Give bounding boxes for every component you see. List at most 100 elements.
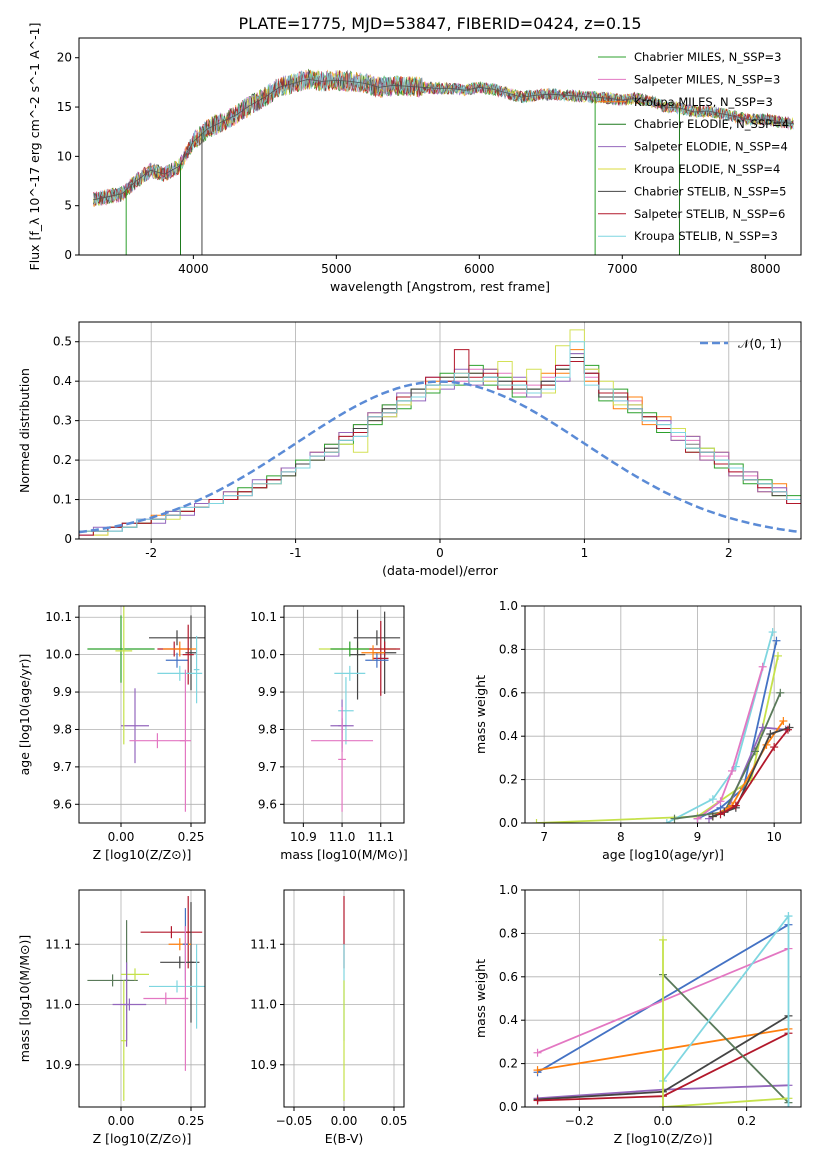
x-tick-label: 1 [581, 546, 589, 560]
legend-label: Chabrier STELIB, N_SSP=5 [634, 184, 786, 198]
axes-frame [78, 37, 802, 256]
error-cross [121, 968, 149, 981]
x-tick-label: 10.9 [290, 830, 317, 844]
x-tick-label: 0.05 [381, 1114, 408, 1128]
x-tick-label: 0.25 [178, 830, 205, 844]
error-cross [182, 926, 189, 1071]
error-cross [330, 641, 370, 657]
plot-area-weight_vs_age [532, 628, 794, 823]
histogram-step [79, 341, 801, 539]
x-tick-label: −0.05 [276, 1114, 313, 1128]
residuals-legend: 𝒩(0, 1) [700, 337, 782, 351]
x-tick-label: 7000 [607, 262, 638, 276]
axes-frame [78, 605, 206, 824]
weight-line [720, 729, 789, 816]
x-tick-label: -1 [290, 546, 302, 560]
x-tick-label: 11.1 [367, 830, 394, 844]
x-tick-label: 0.25 [178, 1114, 205, 1128]
y-tick-label: 0.5 [53, 335, 72, 349]
error-cross [361, 645, 385, 661]
y-tick-label: 0.6 [499, 686, 518, 700]
x-tick-label: 11.0 [329, 830, 356, 844]
y-axis-label: mass [log10(M/M⊙)] [17, 935, 32, 1063]
error-cross [338, 707, 346, 812]
x-axis-label: mass [log10(M/M⊙)] [280, 847, 408, 862]
y-tick-label: 11.1 [250, 937, 277, 951]
x-axis-label: wavelength [Angstrom, rest frame] [330, 279, 550, 294]
error-cross [185, 896, 191, 969]
spectrum-line [92, 69, 794, 206]
weight-line [674, 692, 782, 820]
error-cross [365, 652, 389, 668]
y-tick-label: 9.6 [258, 797, 277, 811]
legend-label: Salpeter ELODIE, N_SSP=4 [634, 140, 788, 154]
x-axis-label: Z [log10(Z/Z⊙)] [93, 1131, 192, 1146]
y-tick-label: 1.0 [499, 599, 518, 613]
error-cross [193, 635, 200, 704]
spectrum-legend: Chabrier MILES, N_SSP=3 Salpeter MILES, N… [598, 50, 789, 243]
x-tick-label: 9 [694, 830, 702, 844]
axes-mass_vs_EBV: −0.05 0.00 0.05 10.9 11.0 11.1 E(B-V) [250, 889, 408, 1146]
y-axis-label: Flux [f_λ 10^-17 erg cm^-2 s^-1 A^-1] [27, 23, 42, 271]
legend-label: 𝒩(0, 1) [738, 337, 782, 351]
axes-age_vs_Z: 0.00 0.25 9.6 9.7 9.8 9.9 10.0 10.1 Z [log10(Z/Z… [17, 605, 206, 862]
axes-residuals: -2 -1 0 1 2 0 0.1 0.2 0.3 0.4 0.5 (data-model)/erro… [17, 321, 802, 578]
y-tick-label: 10.0 [45, 648, 72, 662]
plot-area-age_vs_Z [87, 606, 205, 812]
x-tick-label: 10 [767, 830, 782, 844]
x-tick-label: 2 [725, 546, 733, 560]
y-tick-label: 0 [64, 248, 72, 262]
y-axis-label: mass weight [473, 959, 488, 1038]
error-cross [157, 665, 203, 681]
y-tick-label: 0.8 [499, 926, 518, 940]
error-cross [121, 688, 149, 764]
x-tick-label: 4000 [178, 262, 209, 276]
y-tick-label: 0.2 [53, 453, 72, 467]
y-tick-label: 0.8 [499, 642, 518, 656]
error-cross [123, 962, 130, 1047]
weight-line [536, 655, 779, 823]
x-tick-label: 0 [436, 546, 444, 560]
error-cross [188, 902, 194, 1023]
error-cross [115, 606, 133, 745]
x-tick-label: 8 [617, 830, 625, 844]
weight-line [696, 666, 764, 820]
y-axis-label: Normed distribution [17, 368, 32, 493]
axes-weight_vs_age: 7 8 9 10 0.0 0.2 0.4 0.6 0.8 1.0 age [log10(age/yr… [473, 599, 802, 862]
x-tick-label: 7 [540, 830, 548, 844]
y-tick-label: 5 [64, 199, 72, 213]
error-cross [349, 609, 366, 700]
error-cross [87, 974, 138, 987]
y-tick-label: 0.2 [499, 1057, 518, 1071]
y-tick-label: 10.9 [250, 1058, 277, 1072]
x-tick-label: 0.00 [331, 1114, 358, 1128]
error-cross [163, 641, 197, 657]
y-tick-label: 0.2 [499, 773, 518, 787]
error-cross [87, 615, 155, 683]
error-cross [129, 733, 186, 749]
legend-label: Kroupa MILES, N_SSP=3 [634, 95, 773, 109]
error-cross [149, 630, 205, 646]
y-tick-label: 0.0 [499, 1100, 518, 1114]
y-axis-label: mass weight [473, 675, 488, 754]
weight-line [662, 915, 790, 1082]
error-cross [369, 641, 401, 657]
error-cross [353, 630, 401, 646]
legend-label: Salpeter STELIB, N_SSP=6 [634, 207, 785, 221]
y-tick-label: 0.0 [499, 816, 518, 830]
x-axis-label: (data-model)/error [382, 563, 499, 578]
axes-age_vs_mass: 10.9 11.0 11.1 9.6 9.7 9.8 9.9 10.0 10.1 mass [lo… [250, 605, 408, 862]
y-tick-label: 1.0 [499, 883, 518, 897]
weight-line [666, 631, 774, 823]
y-tick-label: 0.4 [499, 1013, 518, 1027]
x-tick-label: 0.00 [108, 1114, 135, 1128]
y-tick-label: 0 [64, 532, 72, 546]
error-cross [334, 665, 366, 681]
y-tick-label: 10.1 [45, 610, 72, 624]
x-tick-label: 8000 [750, 262, 781, 276]
legend-label: Salpeter MILES, N_SSP=3 [634, 72, 780, 86]
x-axis-label: age [log10(age/yr)] [602, 847, 724, 862]
legend-label: Chabrier MILES, N_SSP=3 [634, 50, 781, 64]
error-cross [185, 615, 197, 691]
